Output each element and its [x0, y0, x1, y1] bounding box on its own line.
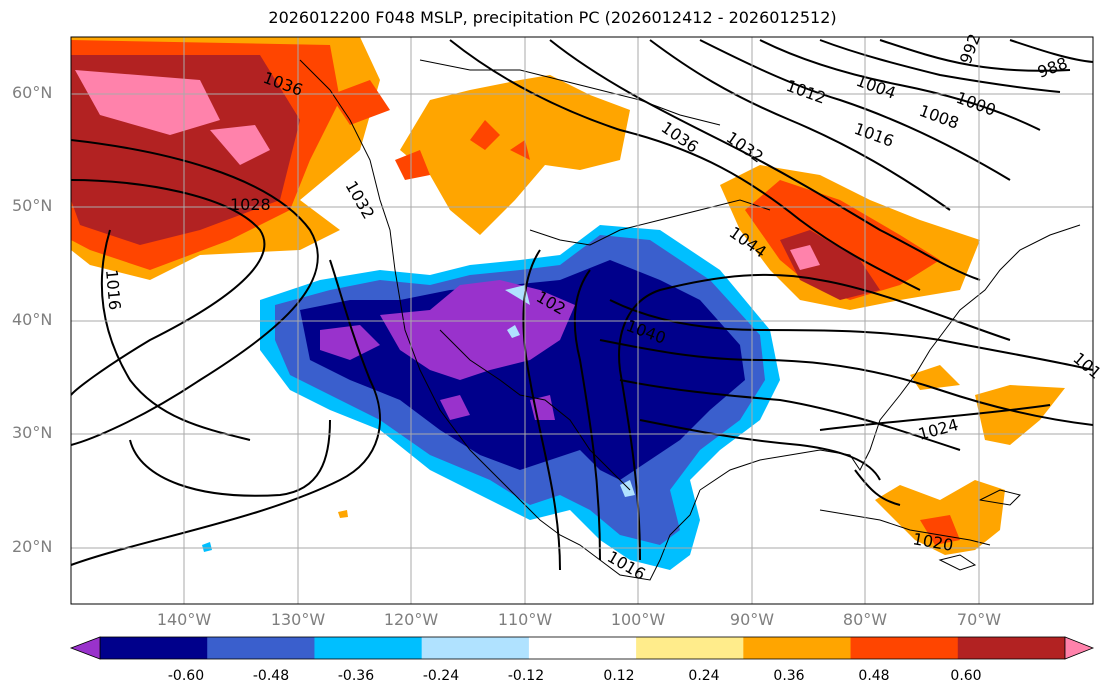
colorbar-cell [207, 637, 315, 659]
lon-label: 80°W [842, 610, 888, 629]
colorbar-tick-label: 0.24 [688, 668, 720, 684]
coastline [938, 554, 977, 571]
precip-shade [320, 325, 380, 360]
isobar [618, 273, 1011, 561]
border [529, 199, 771, 246]
isobar [619, 379, 961, 451]
precipitation-fill [71, 37, 1065, 570]
lat-label: 50°N [12, 196, 53, 215]
isobar [129, 419, 331, 497]
colorbar-cell [528, 637, 637, 659]
colorbar-tick-label: 0.12 [603, 668, 635, 684]
colorbar-cell [850, 637, 959, 659]
colorbar-tick-label: -0.60 [167, 668, 205, 684]
precip-shade [395, 150, 430, 180]
colorbar-cell [636, 637, 744, 659]
lon-label: 140°W [156, 610, 212, 629]
coastlines [299, 59, 1081, 581]
lon-label: 70°W [956, 610, 1002, 629]
coastline [299, 59, 701, 581]
isobar [639, 419, 881, 481]
isobar [71, 139, 319, 446]
precip-shade [745, 180, 940, 300]
colorbar-tick-label: 0.60 [950, 668, 982, 684]
precip-shade [920, 515, 960, 545]
colorbar-tick-label: 0.48 [858, 668, 890, 684]
colorbar-cell [421, 637, 530, 659]
lat-label: 30°N [12, 423, 53, 442]
isobar [649, 39, 951, 211]
isobar [819, 39, 1061, 93]
isobar [1009, 39, 1093, 63]
border [439, 329, 631, 491]
coastline [819, 509, 991, 546]
lat-label: 40°N [12, 310, 53, 329]
colorbar-tick-label: 0.36 [773, 668, 805, 684]
lon-label: 120°W [383, 610, 439, 629]
lat-label: 20°N [12, 537, 53, 556]
map-title: 2026012200 F048 MSLP, precipitation PC (… [268, 8, 837, 27]
precip-shade [210, 125, 270, 165]
precip-shade [440, 395, 470, 420]
lat-label: 60°N [12, 83, 53, 102]
colorbar-tick-label: -0.12 [507, 668, 545, 684]
lon-label: 90°W [729, 610, 775, 629]
precip-shade [330, 80, 390, 125]
precip-shade [975, 385, 1065, 445]
precip-shade [338, 510, 348, 518]
isobar [573, 269, 601, 561]
isobar [522, 249, 561, 571]
lon-label: 130°W [270, 610, 326, 629]
isobar [449, 39, 921, 291]
colorbar-cell [957, 637, 1066, 659]
precip-shade [507, 325, 520, 338]
colorbar-cell [314, 637, 423, 659]
isobar-label: 1028 [230, 195, 271, 214]
precip-shade [790, 245, 820, 270]
colorbar-tick-label: -0.48 [252, 668, 290, 684]
colorbar-tick-label: -0.36 [337, 668, 375, 684]
colorbar [69, 636, 1095, 660]
isobar [609, 299, 1093, 371]
graticule [71, 37, 1093, 604]
plot-frame [70, 36, 1094, 605]
precip-shade [470, 120, 500, 150]
coastline [419, 59, 721, 126]
isobar [100, 229, 251, 441]
isobar [854, 469, 901, 506]
lon-label: 100°W [610, 610, 666, 629]
colorbar-tick-label: -0.24 [422, 668, 460, 684]
colorbar-cell [743, 637, 852, 659]
precip-shade [400, 75, 630, 235]
isobar [71, 179, 266, 396]
isobar [549, 39, 981, 281]
colorbar-cell [100, 637, 208, 659]
isobar [879, 39, 1071, 72]
precip-shade [202, 542, 212, 552]
isobar [699, 39, 1011, 181]
isobar [819, 404, 1051, 431]
coastline [699, 224, 1081, 491]
lon-label: 110°W [497, 610, 553, 629]
isobar [599, 339, 1093, 426]
colorbar-extend-max [1064, 636, 1095, 660]
isobar-label: 1016 [102, 269, 124, 311]
colorbar-extend-min [69, 636, 101, 660]
coastline [978, 489, 1021, 506]
isobars [71, 39, 1093, 571]
isobar [759, 39, 1041, 131]
